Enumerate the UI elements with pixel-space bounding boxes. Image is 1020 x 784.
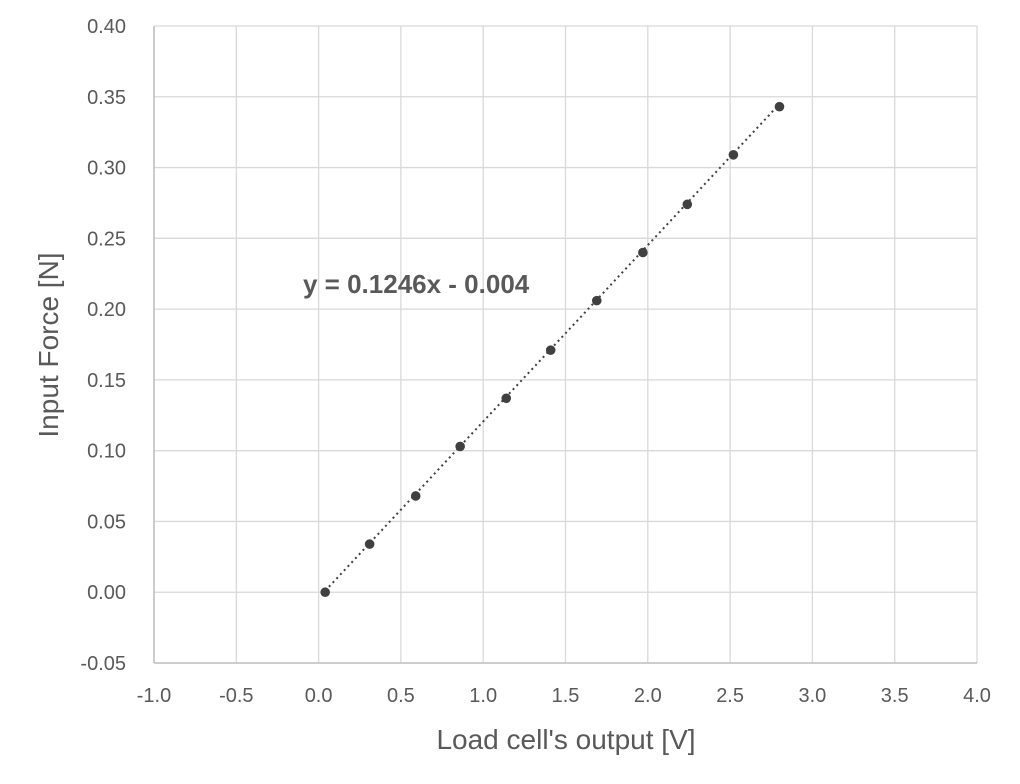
axes <box>153 26 977 664</box>
trendline <box>324 103 781 592</box>
x-tick-label: -0.5 <box>219 685 253 707</box>
y-tick-label: 0.25 <box>87 228 126 250</box>
tick-labels: -1.0 -0.5 0.0 0.5 1.0 1.5 2.0 2.5 3.0 3.5 4.0 -0.05… <box>80 16 991 707</box>
x-tick-label: 3.5 <box>881 685 909 707</box>
data-point <box>638 247 648 258</box>
y-tick-label: -0.05 <box>80 653 126 675</box>
trendline-equation: y = 0.1246x - 0.004 <box>303 269 530 299</box>
x-tick-label: 1.0 <box>469 685 497 707</box>
y-tick-label: 0.15 <box>87 370 126 392</box>
y-tick-label: 0.05 <box>87 511 126 533</box>
x-tick-label: 0.5 <box>387 685 415 707</box>
data-point <box>682 199 693 210</box>
x-tick-label: 3.0 <box>798 685 826 707</box>
x-tick-label: -1.0 <box>137 685 171 707</box>
y-tick-label: 0.20 <box>87 299 126 321</box>
y-axis-title: Input Force [N] <box>33 252 64 437</box>
data-point <box>545 345 556 355</box>
y-tick-label: 0.40 <box>87 16 126 38</box>
y-tick-label: 0.30 <box>87 158 126 180</box>
data-point <box>410 491 421 501</box>
y-tick-label: 0.35 <box>87 87 126 109</box>
x-axis-title: Load cell's output [V] <box>436 724 695 755</box>
data-point <box>774 101 785 112</box>
data-point <box>455 441 465 452</box>
x-tick-label: 4.0 <box>963 685 991 707</box>
data-point <box>320 587 330 598</box>
data-point <box>728 150 739 160</box>
x-tick-label: 0.0 <box>305 685 333 707</box>
y-tick-label: 0.10 <box>87 441 126 463</box>
x-tick-label: 2.5 <box>716 685 744 707</box>
data-points <box>320 101 785 598</box>
x-tick-label: 2.0 <box>634 685 662 707</box>
trendline-group <box>324 103 781 592</box>
data-point <box>364 539 375 549</box>
gridlines <box>153 25 978 664</box>
x-tick-label: 1.5 <box>552 685 580 707</box>
data-point <box>591 295 602 306</box>
data-point <box>501 393 512 404</box>
y-tick-label: 0.00 <box>87 582 126 604</box>
